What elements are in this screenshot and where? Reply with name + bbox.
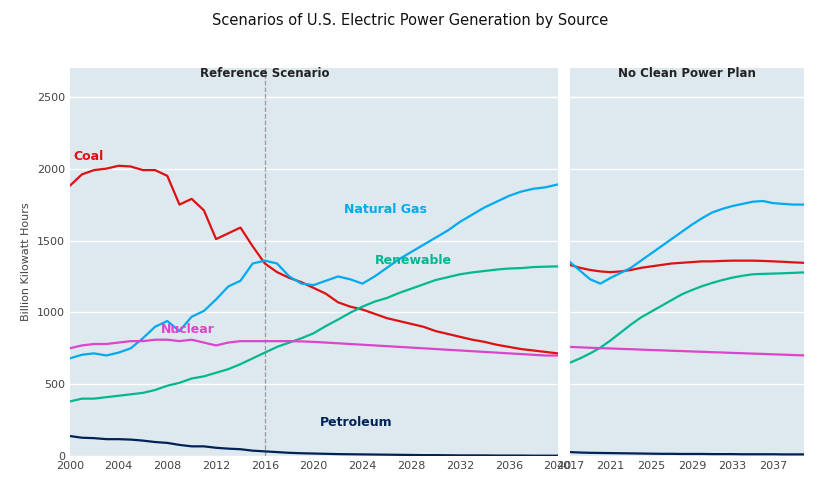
Text: Reference Scenario: Reference Scenario <box>200 67 329 80</box>
Text: Scenarios of U.S. Electric Power Generation by Source: Scenarios of U.S. Electric Power Generat… <box>211 13 608 28</box>
Y-axis label: Billion Kilowatt Hours: Billion Kilowatt Hours <box>21 203 31 322</box>
Text: No Clean Power Plan: No Clean Power Plan <box>617 67 755 80</box>
Text: Petroleum: Petroleum <box>319 416 392 429</box>
Text: Coal: Coal <box>73 150 103 163</box>
Text: Renewable: Renewable <box>374 254 451 267</box>
Text: Nuclear: Nuclear <box>161 323 215 336</box>
Text: Natural Gas: Natural Gas <box>344 203 427 216</box>
